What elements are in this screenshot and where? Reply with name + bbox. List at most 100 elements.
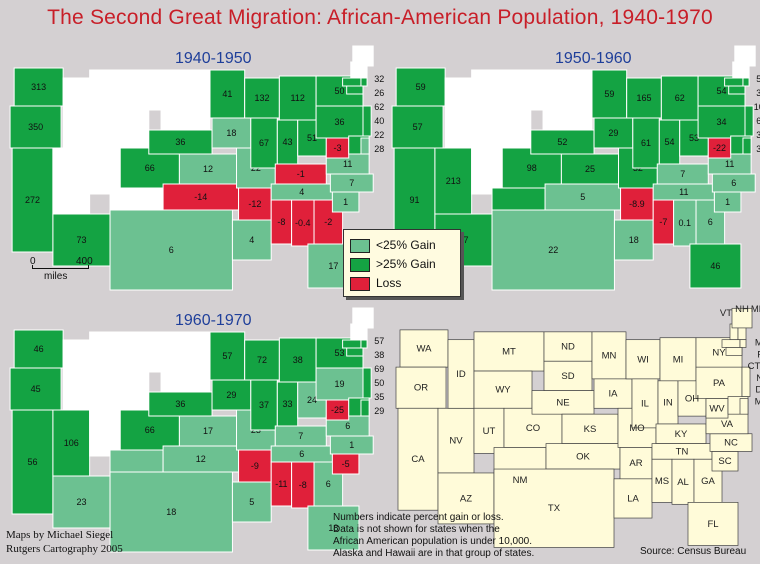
ref-state-la xyxy=(613,478,653,519)
value-label-va: 6 xyxy=(345,421,350,431)
ref-label-la: LA xyxy=(627,493,639,504)
map-title: The Second Great Migration: African-Amer… xyxy=(47,6,713,29)
value-label-ma: 32 xyxy=(374,74,384,84)
value-label-pa: 34 xyxy=(717,117,727,127)
panel-title-1960-1970: 1960-1970 xyxy=(175,312,252,329)
state-fl xyxy=(689,243,742,289)
credit-line-2: Rutgers Cartography 2005 xyxy=(6,543,123,555)
state-az xyxy=(52,475,111,529)
ref-label-wa: WA xyxy=(417,344,433,355)
value-label-la: 18 xyxy=(629,235,639,245)
value-label-md: 29 xyxy=(374,406,384,416)
value-label-mi: 62 xyxy=(675,93,685,103)
state-wy xyxy=(89,371,150,411)
ref-label-sc: SC xyxy=(718,456,731,467)
state-ut xyxy=(89,147,121,195)
value-label-ga: -2 xyxy=(324,217,332,227)
state-ca xyxy=(11,409,54,515)
value-label-or: 350 xyxy=(28,122,43,132)
ref-state-ar xyxy=(619,447,653,480)
state-nv xyxy=(52,147,91,215)
ref-label-ia: IA xyxy=(609,389,619,400)
ref-state-fl xyxy=(687,502,739,546)
value-label-ks: 25 xyxy=(585,164,595,174)
value-label-wi: 132 xyxy=(255,93,270,103)
state-wi xyxy=(626,77,662,119)
value-label-co: 66 xyxy=(145,163,155,173)
value-label-sc: -5 xyxy=(342,459,350,469)
ref-state-or xyxy=(395,366,447,409)
state-tx xyxy=(109,471,233,553)
value-label-co: 98 xyxy=(527,163,537,173)
value-label-tn: 11 xyxy=(679,187,688,197)
value-label-nj: 40 xyxy=(374,116,384,126)
state-fl xyxy=(307,505,360,551)
state-mi xyxy=(278,337,317,383)
state-ks xyxy=(560,153,620,185)
ref-label-ks: KS xyxy=(584,424,597,435)
state-ks xyxy=(178,415,238,447)
state-ut xyxy=(89,409,121,457)
value-label-tn: 4 xyxy=(299,187,304,197)
value-label-ct: 101 xyxy=(754,102,760,112)
value-label-wa: 46 xyxy=(34,344,44,354)
value-label-sc: 1 xyxy=(343,197,348,207)
state-mt xyxy=(89,69,162,111)
ref-label-ma: MA xyxy=(755,338,760,349)
state-ct xyxy=(346,347,364,357)
note-line-2: Data is not shown for states when the xyxy=(333,524,500,535)
ref-label-ny: NY xyxy=(712,347,726,358)
state-ct xyxy=(346,85,364,95)
note-line-4: Alaska and Hawaii are in that group of s… xyxy=(333,548,535,559)
value-label-ky: -1 xyxy=(297,169,305,179)
legend-label-low: <25% Gain xyxy=(376,238,436,252)
scale-end-label: 400 xyxy=(76,256,93,267)
ref-label-fl: FL xyxy=(707,519,718,530)
value-label-tx: 18 xyxy=(166,507,176,517)
value-label-ia: 29 xyxy=(608,128,618,138)
state-ar xyxy=(238,449,272,483)
value-label-mi: 38 xyxy=(293,355,303,365)
ref-label-id: ID xyxy=(456,369,466,380)
value-label-sc: 1 xyxy=(725,197,730,207)
state-ia xyxy=(211,117,252,149)
state-mt xyxy=(471,69,544,111)
state-sd xyxy=(160,361,211,393)
state-ia xyxy=(211,379,252,411)
state-wa xyxy=(395,67,446,107)
state-mn xyxy=(591,69,628,119)
value-label-or: 57 xyxy=(413,122,423,132)
value-label-md: 39 xyxy=(756,144,760,154)
value-label-ri: 32 xyxy=(756,88,760,98)
value-label-ky: 7 xyxy=(680,169,685,179)
ref-state-me xyxy=(731,307,753,329)
state-ok xyxy=(162,183,240,211)
value-label-il: 61 xyxy=(641,138,651,148)
value-label-al: 0.1 xyxy=(679,218,692,228)
ref-state-mn xyxy=(591,331,627,380)
ref-label-nd: ND xyxy=(561,342,575,353)
state-tx xyxy=(109,209,233,291)
ref-state-ma xyxy=(721,339,741,348)
state-me xyxy=(352,307,374,329)
ref-label-in: IN xyxy=(663,397,673,408)
value-label-ok: -14 xyxy=(194,192,207,202)
state-ne xyxy=(530,129,595,155)
value-label-ne: 36 xyxy=(175,137,185,147)
value-label-nv: 213 xyxy=(446,176,461,186)
value-label-la: 4 xyxy=(249,235,254,245)
state-mt xyxy=(89,331,162,373)
value-label-mn: 57 xyxy=(222,351,232,361)
value-label-va: 11 xyxy=(343,159,352,169)
ref-label-ga: GA xyxy=(701,476,715,487)
state-ks xyxy=(178,153,238,185)
value-label-ms: -11 xyxy=(275,479,287,489)
value-label-wi: 72 xyxy=(257,355,267,365)
ref-state-de xyxy=(739,398,749,415)
credit-line-1: Maps by Michael Siegel xyxy=(6,529,114,541)
map-panel-1960-1970: 46455610623661536171218572923-9572373833… xyxy=(9,307,384,553)
value-label-az: 23 xyxy=(76,497,86,507)
scale-tick-right xyxy=(88,265,89,269)
state-de xyxy=(360,137,370,155)
